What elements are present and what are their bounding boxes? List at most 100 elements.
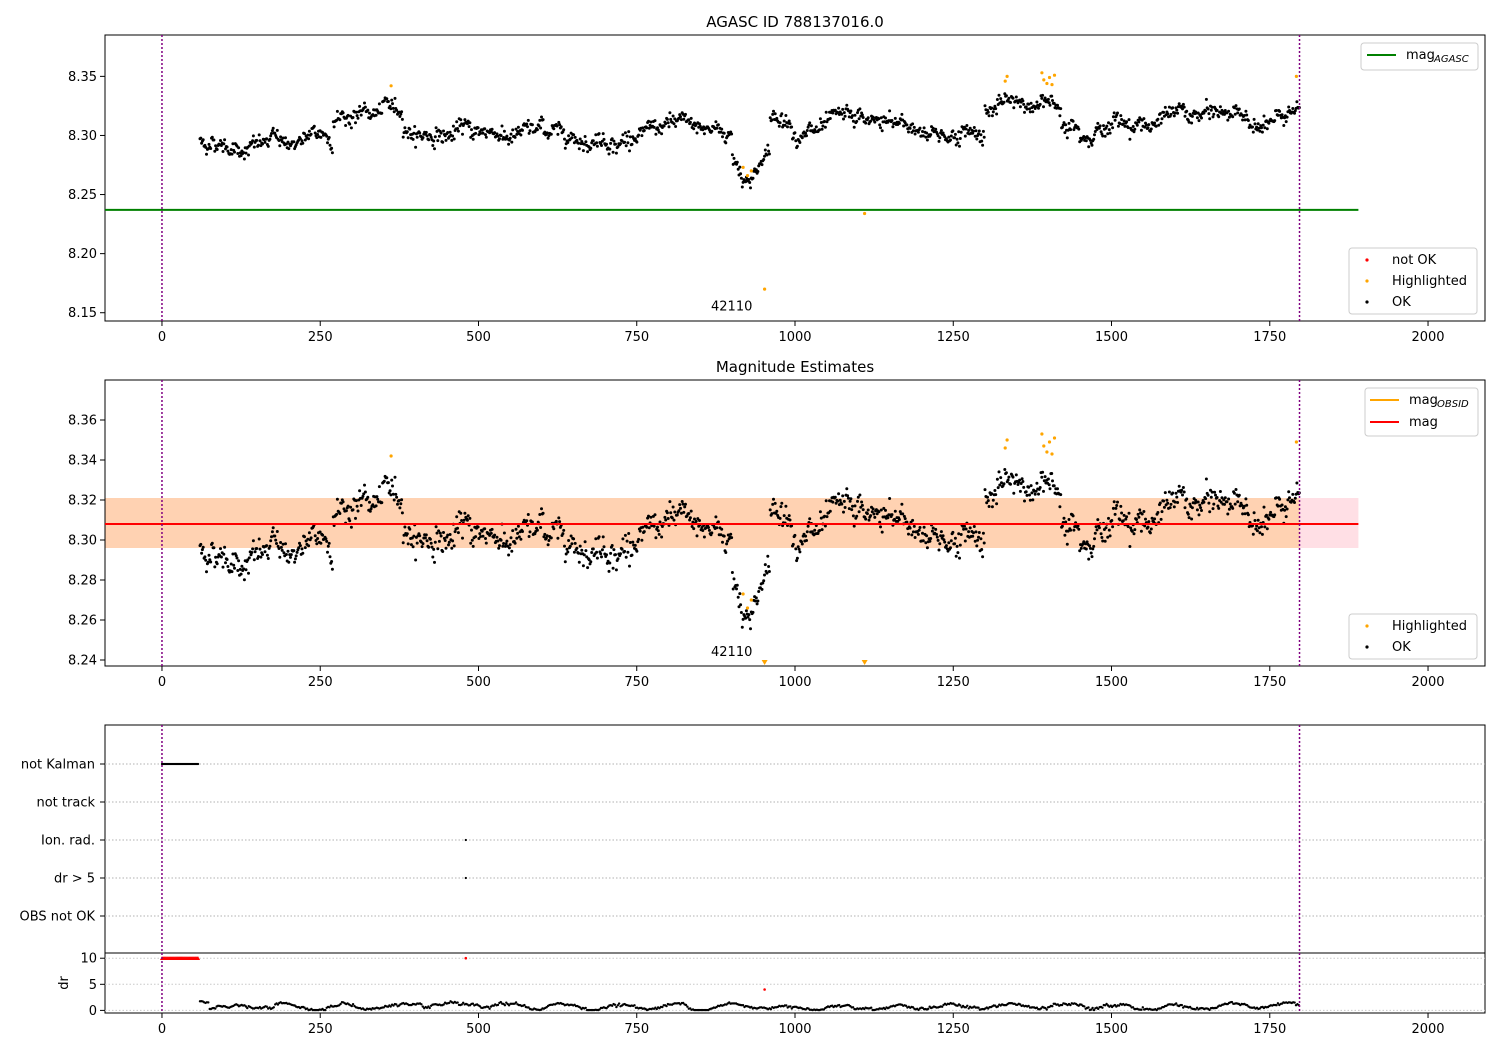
data-point (955, 544, 959, 548)
data-point (1209, 495, 1213, 499)
data-point (1291, 107, 1295, 110)
data-point (359, 504, 363, 507)
data-point (556, 132, 560, 136)
data-point (225, 558, 229, 561)
data-point (408, 527, 412, 531)
data-point (805, 129, 809, 132)
data-point (577, 147, 581, 151)
data-point (879, 126, 882, 130)
data-point (232, 563, 236, 567)
below-range-marker (861, 660, 868, 665)
data-point (722, 534, 726, 538)
data-point (628, 149, 631, 153)
data-point (462, 518, 466, 522)
data-point (729, 532, 733, 536)
data-point (1243, 118, 1247, 122)
data-point (865, 512, 869, 516)
data-point (911, 129, 915, 133)
data-point (468, 516, 472, 520)
data-point (526, 125, 529, 129)
data-point (368, 111, 371, 115)
data-point (975, 137, 979, 141)
data-point (428, 537, 432, 541)
data-point (625, 134, 629, 138)
data-point (739, 603, 743, 607)
data-point (1058, 114, 1062, 118)
data-point (875, 512, 879, 516)
data-point (738, 592, 742, 596)
data-point (421, 136, 425, 140)
data-point (338, 512, 342, 515)
data-point (672, 518, 676, 522)
data-point (1111, 525, 1115, 529)
data-point (351, 508, 355, 512)
data-point (1023, 499, 1026, 503)
data-point (852, 524, 856, 528)
data-point (515, 536, 519, 540)
data-point (338, 118, 342, 122)
data-point (432, 547, 436, 551)
data-point (1146, 525, 1150, 529)
data-point (400, 110, 404, 114)
data-point (879, 116, 883, 120)
data-point (955, 137, 959, 141)
data-point (1011, 96, 1015, 100)
data-point (1091, 547, 1095, 551)
data-point (307, 137, 311, 141)
data-point (628, 135, 632, 139)
data-point (432, 139, 436, 143)
data-point (443, 539, 447, 542)
data-point (838, 498, 842, 502)
data-point (851, 114, 854, 118)
data-point (847, 507, 851, 511)
data-point (1071, 514, 1075, 518)
data-point (200, 551, 204, 555)
data-point (221, 150, 225, 153)
data-point (225, 145, 229, 149)
data-point (1228, 502, 1232, 506)
data-point (660, 525, 664, 528)
data-point (479, 535, 483, 538)
data-point (199, 136, 203, 140)
legend-mag-obsid-subscript: OBSID (1437, 399, 1469, 410)
data-point (982, 541, 986, 545)
data-point (270, 129, 274, 133)
data-point (495, 535, 499, 539)
data-point (997, 93, 1001, 97)
data-point (1107, 128, 1111, 132)
data-point (1097, 526, 1101, 530)
data-point (851, 119, 855, 123)
data-point (913, 132, 917, 136)
data-point (657, 532, 661, 536)
data-point (490, 527, 494, 531)
data-point (976, 538, 980, 542)
data-point (595, 550, 599, 554)
data-point (1236, 500, 1240, 504)
data-point (215, 562, 219, 566)
data-point (266, 557, 270, 560)
data-point (1052, 73, 1057, 77)
data-point (1293, 111, 1296, 115)
data-point (871, 507, 875, 511)
data-point (870, 1006, 873, 1009)
data-point (566, 550, 570, 554)
data-point (424, 533, 428, 537)
data-point (549, 132, 553, 136)
data-point (502, 129, 506, 133)
data-point (990, 492, 994, 496)
data-point (1153, 517, 1157, 521)
y-tick-label: 8.28 (68, 574, 97, 589)
data-point (321, 533, 325, 537)
data-point (645, 525, 649, 529)
data-point (753, 599, 757, 603)
data-point (464, 956, 468, 960)
data-point (1210, 105, 1214, 109)
data-point (251, 134, 255, 138)
data-point (1018, 489, 1022, 493)
data-point (1188, 1005, 1192, 1009)
data-point (442, 129, 445, 133)
data-point (842, 499, 846, 503)
data-point (1067, 121, 1071, 125)
data-point (917, 528, 921, 532)
data-point (1118, 122, 1122, 126)
